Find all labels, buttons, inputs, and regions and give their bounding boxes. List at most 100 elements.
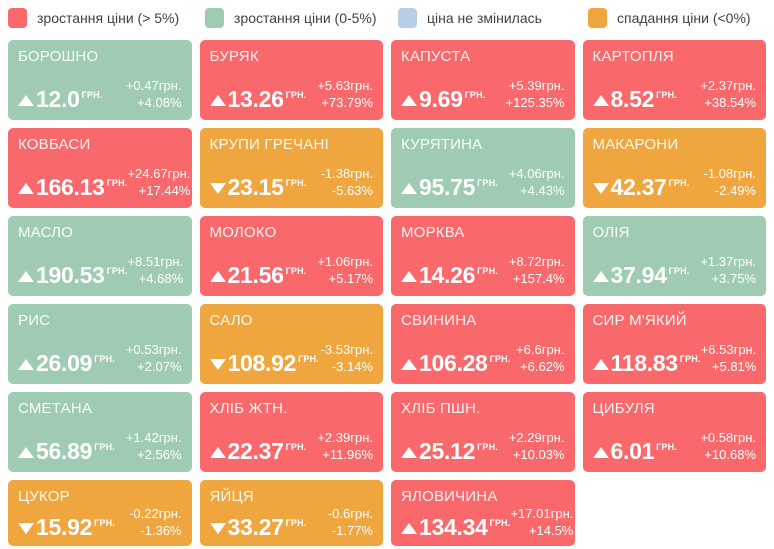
legend: зростання ціни (> 5%) зростання ціни (0-… (0, 0, 774, 30)
currency-label: ГРН. (477, 442, 498, 452)
currency-label: ГРН. (285, 518, 307, 528)
up-arrow-icon (592, 95, 609, 106)
price-tile[interactable]: РИС 26.09 ГРН. +0.53грн. +2.07% (8, 304, 192, 384)
price-row: 21.56 ГРН. +1.06грн. +5.17% (209, 253, 373, 287)
change-amount: +5.39грн. (508, 78, 565, 93)
price-block: 118.83 ГРН. (592, 352, 701, 375)
price-value: 25.12 (419, 438, 476, 464)
price-block: 42.37 ГРН. (592, 174, 690, 200)
price-change-block: +1.42грн. +2.56% (126, 429, 182, 463)
price-row: 8.52 ГРН. +2.37грн. +38.54% (592, 77, 756, 111)
price-tile[interactable]: САЛО 108.92 ГРН. -3.53грн. -3.14% (199, 304, 383, 384)
price-change-block: +5.63грн. +73.79% (317, 77, 373, 111)
price-value: 9.69 (419, 86, 463, 112)
price-value: 26.09 (36, 350, 93, 376)
price-value: 42.37 (610, 174, 667, 200)
down-arrow-icon (592, 183, 609, 194)
product-name: КОВБАСИ (18, 136, 91, 153)
currency-label: ГРН. (285, 178, 307, 188)
up-arrow-icon (592, 271, 609, 282)
change-percent: +10.03% (512, 447, 565, 462)
price-block: 6.01 ГРН. (592, 440, 677, 463)
up-arrow-icon (18, 359, 34, 370)
change-amount: +2.39грн. (317, 430, 373, 445)
price-value: 190.53 (36, 262, 105, 288)
up-arrow-icon (401, 95, 417, 106)
price-block: 56.89 ГРН. (18, 440, 115, 463)
change-percent: +2.07% (137, 359, 182, 374)
price-tile[interactable]: КРУПИ ГРЕЧАНІ 23.15 ГРН. -1.38грн. -5.63… (199, 128, 383, 208)
price-tile[interactable]: КУРЯТИНА 95.75 ГРН. +4.06грн. +4.43% (391, 128, 575, 208)
price-change-block: +0.47грн. +4.08% (126, 77, 182, 111)
price-tile[interactable]: МОРКВА 14.26 ГРН. +8.72грн. +157.4% (391, 216, 575, 296)
price-change-block: +1.06грн. +5.17% (317, 253, 373, 287)
change-percent: +6.62% (520, 359, 565, 374)
down-arrow-icon (209, 183, 226, 194)
change-percent: +5.17% (328, 271, 373, 286)
price-value: 56.89 (36, 438, 93, 464)
price-tile[interactable]: БОРОШНО 12.0 ГРН. +0.47грн. +4.08% (8, 40, 192, 120)
price-tile[interactable]: ЯЛОВИЧИНА 134.34 ГРН. +17.01грн. +14.5% (391, 480, 575, 546)
currency-label: ГРН. (477, 178, 498, 188)
change-amount: -0.6грн. (327, 506, 373, 521)
change-amount: -1.08грн. (703, 166, 756, 181)
price-tile[interactable]: ЦУКОР 15.92 ГРН. -0.22грн. -1.36% (8, 480, 192, 546)
price-block: 106.28 ГРН. (401, 352, 510, 375)
up-arrow-icon (209, 271, 226, 282)
change-percent: +3.75% (711, 271, 756, 286)
currency-label: ГРН. (285, 442, 307, 452)
price-block: 22.37 ГРН. (209, 440, 307, 463)
currency-label: ГРН. (668, 178, 690, 188)
price-block: 21.56 ГРН. (209, 264, 307, 287)
price-tile[interactable]: ХЛІБ ЖТН. 22.37 ГРН. +2.39грн. +11.96% (199, 392, 383, 472)
currency-label: ГРН. (94, 442, 115, 452)
change-percent: +5.81% (711, 359, 757, 374)
change-amount: +6.6грн. (516, 342, 565, 357)
price-change-block: -0.22грн. -1.36% (129, 505, 181, 539)
change-amount: +1.37грн. (700, 254, 756, 269)
change-percent: -1.36% (140, 523, 182, 538)
price-change-block: +2.37грн. +38.54% (700, 77, 756, 111)
product-name: ХЛІБ ЖТН. (209, 400, 288, 417)
price-tile[interactable]: КОВБАСИ 166.13 ГРН. +24.67грн. +17.44% (8, 128, 192, 208)
price-tile[interactable]: КАРТОПЛЯ 8.52 ГРН. +2.37грн. +38.54% (582, 40, 766, 120)
up-arrow-icon (18, 95, 34, 106)
product-name: САЛО (209, 312, 253, 329)
price-row: 134.34 ГРН. +17.01грн. +14.5% (401, 505, 573, 539)
legend-label: зростання ціни (0-5%) (234, 10, 377, 26)
price-tile[interactable]: ЯЙЦЯ 33.27 ГРН. -0.6грн. -1.77% (199, 480, 383, 546)
price-tile[interactable]: МАКАРОНИ 42.37 ГРН. -1.08грн. -2.49% (582, 128, 766, 208)
change-percent: +4.08% (137, 95, 182, 110)
price-tile[interactable]: ОЛІЯ 37.94 ГРН. +1.37грн. +3.75% (582, 216, 766, 296)
currency-label: ГРН. (81, 90, 103, 100)
price-tile[interactable]: ЦИБУЛЯ 6.01 ГРН. +0.58грн. +10.68% (582, 392, 766, 472)
legend-color-swatch-icon (205, 8, 224, 28)
up-arrow-icon (18, 271, 34, 282)
price-block: 166.13 ГРН. (18, 176, 127, 199)
price-tile[interactable]: КАПУСТА 9.69 ГРН. +5.39грн. +125.35% (391, 40, 575, 120)
price-tile[interactable]: СИР М'ЯКИЙ 118.83 ГРН. +6.53грн. +5.81% (582, 304, 766, 384)
price-tile[interactable]: СВИНИНА 106.28 ГРН. +6.6грн. +6.62% (391, 304, 575, 384)
price-change-block: +5.39грн. +125.35% (506, 77, 565, 111)
change-percent: -5.63% (331, 183, 373, 198)
price-row: 190.53 ГРН. +8.51грн. +4.68% (18, 253, 183, 288)
price-change-block: +6.6грн. +6.62% (516, 341, 564, 375)
price-change-block: +8.51грн. +4.68% (127, 253, 183, 287)
price-row: 13.26 ГРН. +5.63грн. +73.79% (209, 77, 373, 111)
product-name: МАКАРОНИ (592, 136, 679, 153)
price-tile[interactable]: МАСЛО 190.53 ГРН. +8.51грн. +4.68% (8, 216, 192, 296)
change-percent: +10.68% (704, 447, 756, 462)
price-tile[interactable]: СМЕТАНА 56.89 ГРН. +1.42грн. +2.56% (8, 392, 192, 472)
price-tile[interactable]: БУРЯК 13.26 ГРН. +5.63грн. +73.79% (199, 40, 383, 120)
product-name: КРУПИ ГРЕЧАНІ (209, 136, 329, 153)
price-row: 15.92 ГРН. -0.22грн. -1.36% (18, 505, 182, 539)
change-percent: +73.79% (321, 95, 373, 110)
product-name: КАРТОПЛЯ (592, 48, 674, 65)
change-amount: +2.29грн. (508, 430, 565, 445)
product-name: ХЛІБ ПШН. (401, 400, 481, 417)
change-percent: +14.5% (528, 523, 574, 538)
price-tile[interactable]: ХЛІБ ПШН. 25.12 ГРН. +2.29грн. +10.03% (391, 392, 575, 472)
price-tile[interactable]: МОЛОКО 21.56 ГРН. +1.06грн. +5.17% (199, 216, 383, 296)
price-row: 25.12 ГРН. +2.29грн. +10.03% (401, 429, 565, 463)
product-name: ЦУКОР (18, 488, 70, 505)
